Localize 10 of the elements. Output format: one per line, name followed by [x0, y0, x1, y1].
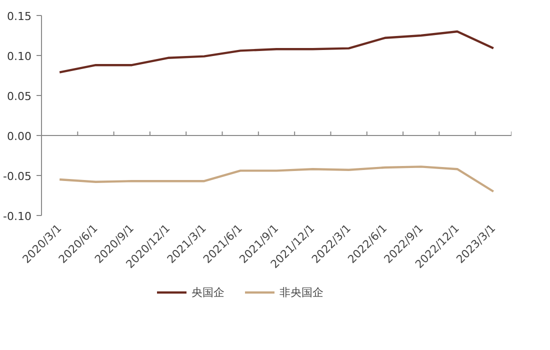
y-tick-label: 0.10 [7, 50, 32, 63]
y-tick-label: -0.10 [3, 210, 32, 223]
line-series [58, 166, 495, 193]
legend-label: 央国企 [191, 284, 224, 300]
y-tick-label: 0.15 [7, 10, 32, 23]
y-tick-label: 0.05 [7, 90, 32, 103]
y-tick-label: 0.00 [7, 130, 32, 143]
legend-label: 非央国企 [279, 284, 324, 300]
y-tick-label: -0.05 [3, 170, 32, 183]
line-series [58, 30, 495, 74]
